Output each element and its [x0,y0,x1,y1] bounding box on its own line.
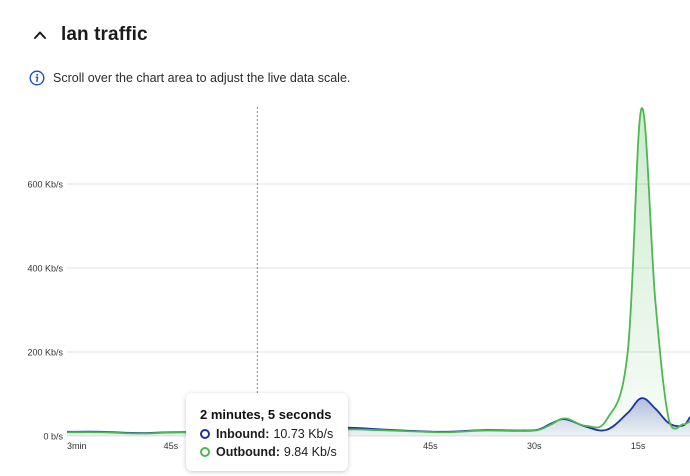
y-tick-label: 0 b/s [43,432,63,442]
chevron-up-icon[interactable] [33,28,47,42]
tooltip-title: 2 minutes, 5 seconds [200,407,332,422]
panel-header[interactable]: lan traffic [33,24,148,46]
tooltip-outbound-label: Outbound: [216,445,280,459]
y-tick-label: 200 Kb/s [27,348,63,358]
info-banner: Scroll over the chart area to adjust the… [29,70,350,86]
y-tick-label: 600 Kb/s [27,180,63,190]
tooltip-row-inbound: Inbound: 10.73 Kb/s [200,427,348,441]
x-tick-label: 45s [423,441,438,451]
outbound-legend-dot [200,447,210,457]
chart-tooltip: 2 minutes, 5 seconds Inbound: 10.73 Kb/s… [186,393,348,471]
inbound-legend-dot [200,429,210,439]
info-icon [29,70,45,86]
tooltip-outbound-value: 9.84 Kb/s [283,445,337,459]
x-tick-label: 15s [631,441,646,451]
tooltip-row-outbound: Outbound: 9.84 Kb/s [200,445,348,459]
x-tick-label: 45s [164,441,179,451]
outbound-line [66,107,690,435]
panel-title: lan traffic [61,24,148,45]
tooltip-inbound-label: Inbound: [216,427,270,441]
y-tick-label: 400 Kb/s [27,264,63,274]
info-text: Scroll over the chart area to adjust the… [53,71,351,85]
x-tick-label: 30s [527,441,542,451]
outbound-area [67,107,690,436]
x-tick-label: 3min [67,441,87,451]
inbound-area [67,398,690,436]
tooltip-inbound-value: 10.73 Kb/s [273,427,334,441]
